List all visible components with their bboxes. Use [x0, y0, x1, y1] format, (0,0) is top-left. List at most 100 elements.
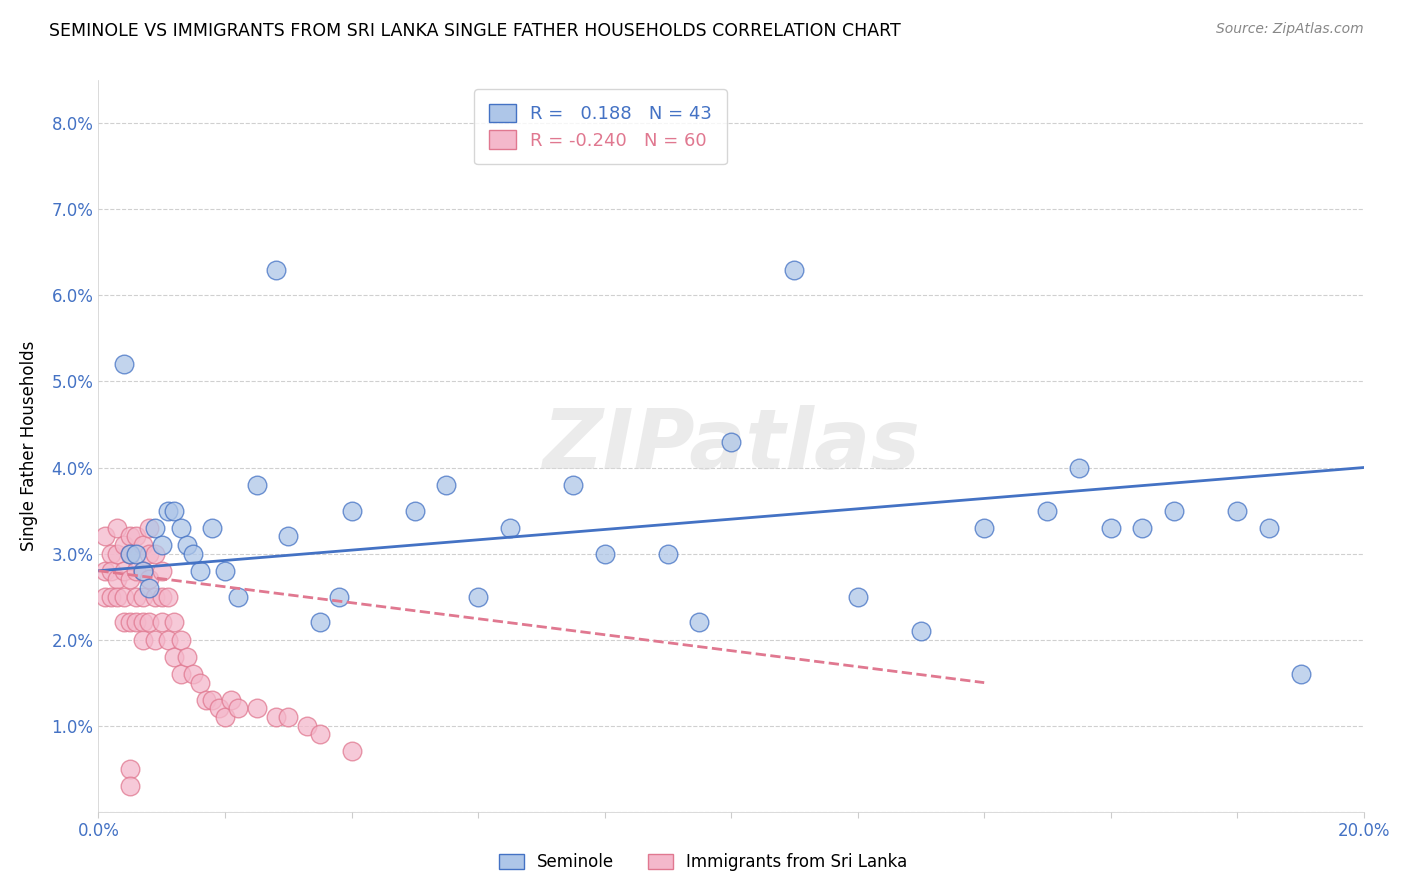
- Point: [340, 744, 363, 758]
- Point: [145, 632, 166, 647]
- Point: [208, 701, 231, 715]
- Point: [132, 590, 155, 604]
- Point: [112, 538, 135, 552]
- Point: [340, 503, 363, 517]
- Point: [120, 762, 141, 776]
- Point: [1036, 503, 1059, 517]
- Point: [297, 719, 319, 733]
- Point: [593, 547, 616, 561]
- Point: [264, 262, 287, 277]
- Point: [201, 521, 224, 535]
- Point: [163, 503, 186, 517]
- Point: [183, 547, 205, 561]
- Point: [145, 590, 166, 604]
- Point: [201, 693, 224, 707]
- Point: [93, 564, 117, 578]
- Point: [226, 701, 249, 715]
- Point: [404, 503, 426, 517]
- Point: [1163, 503, 1185, 517]
- Point: [150, 538, 173, 552]
- Point: [100, 547, 122, 561]
- Point: [93, 529, 117, 543]
- Point: [145, 547, 166, 561]
- Point: [120, 529, 141, 543]
- Point: [176, 649, 198, 664]
- Point: [277, 529, 299, 543]
- Point: [138, 615, 160, 630]
- Point: [157, 632, 180, 647]
- Point: [157, 590, 180, 604]
- Point: [720, 434, 742, 449]
- Point: [150, 615, 173, 630]
- Point: [125, 590, 148, 604]
- Point: [138, 573, 160, 587]
- Point: [1130, 521, 1153, 535]
- Point: [169, 667, 191, 681]
- Point: [194, 693, 218, 707]
- Point: [1067, 460, 1090, 475]
- Point: [846, 590, 869, 604]
- Point: [125, 547, 148, 561]
- Point: [100, 564, 122, 578]
- Point: [169, 632, 191, 647]
- Point: [120, 547, 141, 561]
- Point: [328, 590, 350, 604]
- Point: [277, 710, 299, 724]
- Point: [120, 615, 141, 630]
- Point: [132, 564, 155, 578]
- Point: [132, 564, 155, 578]
- Point: [1226, 503, 1249, 517]
- Point: [112, 564, 135, 578]
- Point: [138, 581, 160, 595]
- Point: [125, 529, 148, 543]
- Point: [125, 615, 148, 630]
- Point: [467, 590, 489, 604]
- Point: [188, 564, 211, 578]
- Point: [498, 521, 520, 535]
- Point: [120, 547, 141, 561]
- Point: [150, 590, 173, 604]
- Point: [214, 710, 236, 724]
- Y-axis label: Single Father Households: Single Father Households: [20, 341, 38, 551]
- Point: [657, 547, 679, 561]
- Text: ZIPatlas: ZIPatlas: [543, 406, 920, 486]
- Point: [112, 615, 135, 630]
- Point: [145, 521, 166, 535]
- Point: [561, 477, 585, 491]
- Point: [688, 615, 710, 630]
- Point: [176, 538, 198, 552]
- Point: [188, 675, 211, 690]
- Point: [138, 547, 160, 561]
- Point: [107, 547, 129, 561]
- Point: [183, 667, 205, 681]
- Text: SEMINOLE VS IMMIGRANTS FROM SRI LANKA SINGLE FATHER HOUSEHOLDS CORRELATION CHART: SEMINOLE VS IMMIGRANTS FROM SRI LANKA SI…: [49, 22, 901, 40]
- Point: [138, 521, 160, 535]
- Point: [107, 573, 129, 587]
- Point: [436, 477, 458, 491]
- Point: [163, 615, 186, 630]
- Point: [214, 564, 236, 578]
- Point: [120, 573, 141, 587]
- Point: [112, 590, 135, 604]
- Legend: Seminole, Immigrants from Sri Lanka: Seminole, Immigrants from Sri Lanka: [491, 845, 915, 880]
- Point: [112, 357, 135, 371]
- Point: [132, 632, 155, 647]
- Point: [1099, 521, 1122, 535]
- Point: [107, 590, 129, 604]
- Point: [107, 521, 129, 535]
- Point: [1289, 667, 1312, 681]
- Point: [264, 710, 287, 724]
- Point: [219, 693, 243, 707]
- Point: [100, 590, 122, 604]
- Point: [120, 779, 141, 793]
- Point: [246, 477, 269, 491]
- Point: [157, 503, 180, 517]
- Point: [973, 521, 995, 535]
- Point: [309, 727, 332, 741]
- Point: [169, 521, 191, 535]
- Point: [132, 538, 155, 552]
- Point: [163, 649, 186, 664]
- Point: [132, 615, 155, 630]
- Point: [910, 624, 932, 638]
- Legend: R =   0.188   N = 43, R = -0.240   N = 60: R = 0.188 N = 43, R = -0.240 N = 60: [474, 89, 727, 164]
